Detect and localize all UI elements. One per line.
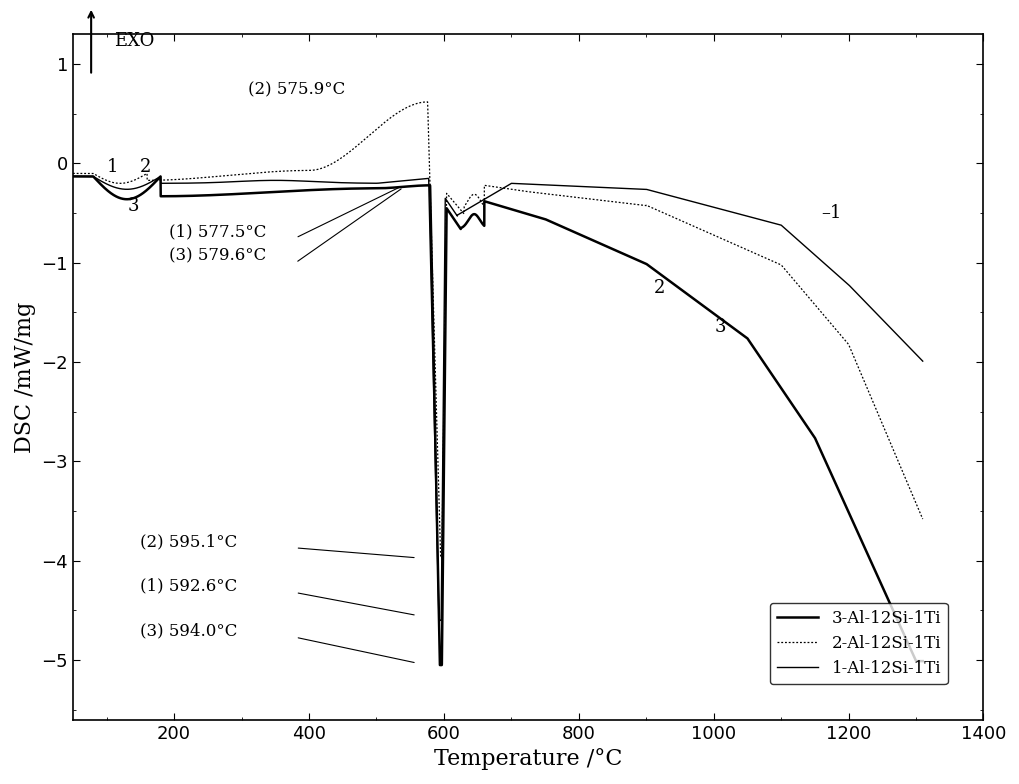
Text: (1) 577.5°C: (1) 577.5°C [168, 223, 266, 240]
2-Al-12Si-1Ti [67, 169, 79, 178]
Text: 2: 2 [140, 158, 151, 176]
2-Al-12Si-1Ti [421, 97, 433, 107]
1-Al-12Si-1Ti [102, 180, 114, 190]
X-axis label: Temperature /°C: Temperature /°C [433, 748, 622, 770]
Text: (1) 592.6°C: (1) 592.6°C [141, 578, 237, 594]
2-Al-12Si-1Ti [102, 176, 114, 186]
Text: –1: –1 [820, 204, 841, 222]
Text: (2) 575.9°C: (2) 575.9°C [248, 81, 345, 98]
Text: 3: 3 [714, 318, 726, 336]
2-Al-12Si-1Ti [434, 553, 446, 562]
3-Al-12Si-1Ti [433, 660, 445, 670]
1-Al-12Si-1Ti [233, 176, 246, 186]
3-Al-12Si-1Ti [482, 198, 494, 207]
2-Al-12Si-1Ti [233, 169, 246, 179]
2-Al-12Si-1Ti [70, 169, 83, 178]
Text: 3: 3 [127, 197, 140, 215]
3-Al-12Si-1Ti [70, 172, 83, 181]
Y-axis label: DSC /mW/mg: DSC /mW/mg [14, 301, 36, 452]
1-Al-12Si-1Ti [916, 357, 928, 366]
Text: EXO: EXO [114, 32, 154, 50]
Text: (3) 594.0°C: (3) 594.0°C [141, 622, 237, 639]
Line: 2-Al-12Si-1Ti: 2-Al-12Si-1Ti [73, 102, 922, 557]
1-Al-12Si-1Ti [117, 184, 129, 194]
Legend: 3-Al-12Si-1Ti, 2-Al-12Si-1Ti, 1-Al-12Si-1Ti: 3-Al-12Si-1Ti, 2-Al-12Si-1Ti, 1-Al-12Si-… [769, 603, 947, 684]
Text: (2) 595.1°C: (2) 595.1°C [141, 533, 237, 550]
Text: (3) 579.6°C: (3) 579.6°C [168, 248, 266, 265]
3-Al-12Si-1Ti [233, 189, 246, 198]
3-Al-12Si-1Ti [67, 172, 79, 181]
Line: 1-Al-12Si-1Ti: 1-Al-12Si-1Ti [73, 176, 922, 620]
2-Al-12Si-1Ti [871, 408, 883, 418]
1-Al-12Si-1Ti [482, 192, 494, 201]
1-Al-12Si-1Ti [432, 615, 444, 625]
3-Al-12Si-1Ti [871, 572, 883, 582]
Line: 3-Al-12Si-1Ti: 3-Al-12Si-1Ti [73, 176, 922, 665]
3-Al-12Si-1Ti [117, 194, 129, 204]
1-Al-12Si-1Ti [67, 172, 79, 181]
2-Al-12Si-1Ti [916, 514, 928, 524]
Text: 1: 1 [106, 158, 117, 176]
Text: 2: 2 [653, 278, 664, 296]
1-Al-12Si-1Ti [871, 310, 883, 320]
2-Al-12Si-1Ti [482, 181, 494, 191]
3-Al-12Si-1Ti [916, 656, 928, 666]
1-Al-12Si-1Ti [70, 172, 83, 181]
2-Al-12Si-1Ti [117, 179, 129, 188]
3-Al-12Si-1Ti [102, 187, 114, 196]
